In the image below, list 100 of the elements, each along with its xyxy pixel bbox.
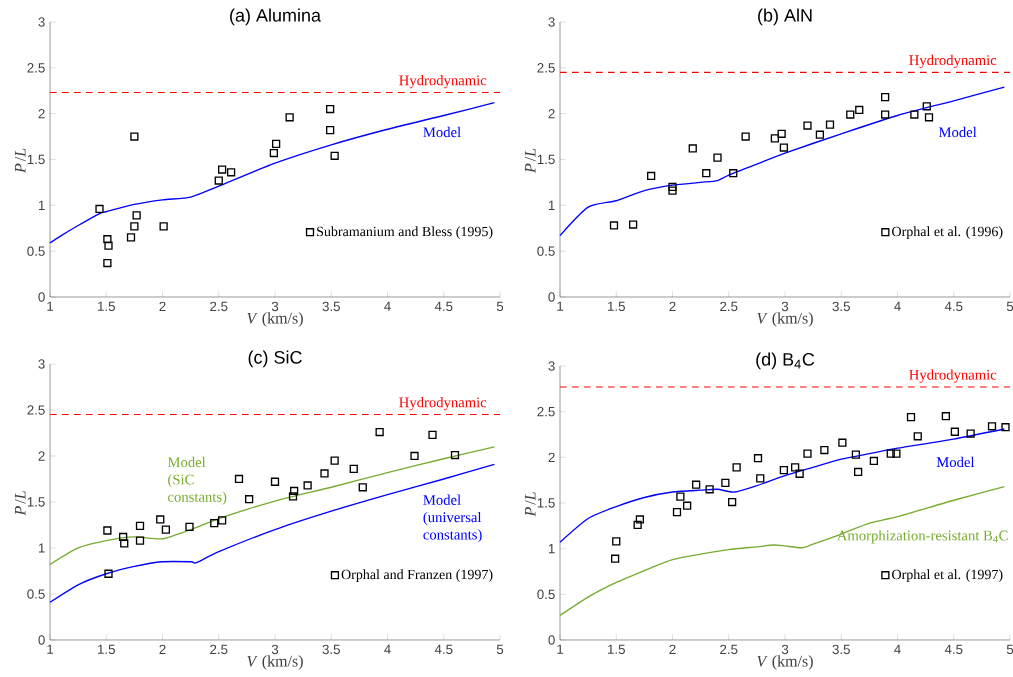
y-tick-label: 2.5: [537, 63, 555, 73]
x-axis-title: V (km/s): [247, 312, 303, 327]
point: [161, 525, 171, 534]
y-tick-label: 3: [38, 359, 45, 369]
x-tick-label: 2: [669, 644, 676, 654]
point: [609, 221, 619, 230]
y-tick-label: 2.5: [27, 405, 45, 415]
point: [103, 526, 112, 535]
point: [741, 132, 750, 141]
chart-title: (b) AlN: [758, 8, 812, 26]
point: [910, 110, 919, 119]
point: [103, 235, 112, 244]
point: [820, 445, 829, 455]
x-tick-label: 4.5: [434, 301, 453, 311]
line-series: [559, 428, 1006, 543]
point: [218, 516, 227, 525]
point: [815, 130, 825, 139]
point: [906, 412, 916, 422]
point: [880, 93, 890, 102]
point: [610, 554, 620, 563]
x-tick-label: 2.5: [210, 301, 228, 312]
legend-label: Orphal and Franzen (1997): [341, 569, 493, 583]
x-tick-label: 3.5: [832, 644, 850, 655]
point: [838, 438, 847, 447]
point: [126, 233, 136, 242]
line-series: [49, 446, 496, 566]
y-tick-label: 0.5: [537, 246, 555, 256]
legend-label: Subramanium and Bless (1995): [317, 226, 493, 240]
point: [855, 105, 864, 115]
point: [330, 456, 339, 465]
point: [668, 186, 677, 195]
x-tick-label: 2: [159, 301, 166, 312]
x-axis-title: V (km/s): [757, 655, 813, 670]
point: [320, 469, 329, 478]
chart-title: (a) Alumina: [230, 8, 321, 26]
series-label: Model: [423, 126, 461, 138]
x-tick-label: 1: [557, 644, 564, 654]
point: [156, 515, 165, 524]
point: [1001, 423, 1010, 432]
x-tick-label: 1: [47, 644, 54, 654]
point: [825, 120, 835, 129]
line-series: [559, 485, 1006, 616]
point: [130, 132, 139, 141]
x-tick-label: 1: [557, 301, 564, 311]
x-tick-label: 1: [47, 301, 54, 311]
x-tick-label: 4: [894, 301, 901, 311]
point: [290, 486, 299, 496]
series-label: Model (universal constants): [423, 494, 482, 543]
point: [210, 519, 219, 528]
legend-label: Orphal et al. (1997): [892, 569, 1003, 583]
point: [803, 121, 812, 130]
point: [234, 474, 244, 484]
point: [326, 104, 335, 114]
point: [668, 182, 677, 192]
point: [987, 422, 997, 431]
x-tick-label: 4: [384, 644, 391, 654]
x-tick-label: 3.5: [322, 644, 340, 655]
point: [795, 469, 804, 478]
point: [753, 454, 763, 463]
y-tick-label: 0: [38, 292, 45, 302]
y-tick-label: 3: [548, 17, 555, 27]
y-tick-label: 1.5: [27, 154, 45, 165]
point: [218, 165, 227, 174]
point: [135, 536, 145, 545]
point: [913, 432, 922, 441]
x-tick-label: 2: [669, 301, 676, 312]
line-series: [49, 101, 496, 244]
y-tick-label: 1.5: [27, 497, 45, 507]
point: [330, 151, 339, 160]
point: [159, 222, 168, 231]
point: [120, 539, 129, 548]
point: [326, 126, 335, 135]
point: [271, 139, 281, 149]
point: [846, 110, 855, 119]
x-tick-label: 4: [384, 301, 391, 311]
x-tick-label: 2.5: [210, 644, 228, 655]
point: [966, 429, 975, 438]
y-tick-label: 1: [548, 200, 555, 210]
point: [853, 467, 863, 477]
point: [104, 241, 113, 250]
point: [713, 153, 722, 162]
series-label: Model (SiC constants): [167, 456, 227, 505]
point: [612, 537, 621, 546]
point: [95, 204, 104, 214]
y-tick-label: 1: [38, 200, 45, 210]
point: [135, 521, 145, 531]
x-tick-label: 3: [781, 301, 789, 312]
y-tick-label: 0: [548, 292, 555, 302]
line-series: [559, 86, 1006, 237]
y-tick-label: 0.5: [27, 246, 45, 256]
x-tick-label: 4.5: [944, 301, 963, 311]
x-tick-label: 4.5: [944, 644, 963, 654]
y-tick-label: 3: [38, 17, 45, 27]
point: [185, 522, 194, 531]
point: [214, 176, 223, 185]
y-tick-label: 2: [38, 451, 45, 461]
point: [132, 211, 141, 220]
point: [683, 501, 692, 510]
point: [732, 463, 741, 472]
point: [428, 430, 437, 439]
